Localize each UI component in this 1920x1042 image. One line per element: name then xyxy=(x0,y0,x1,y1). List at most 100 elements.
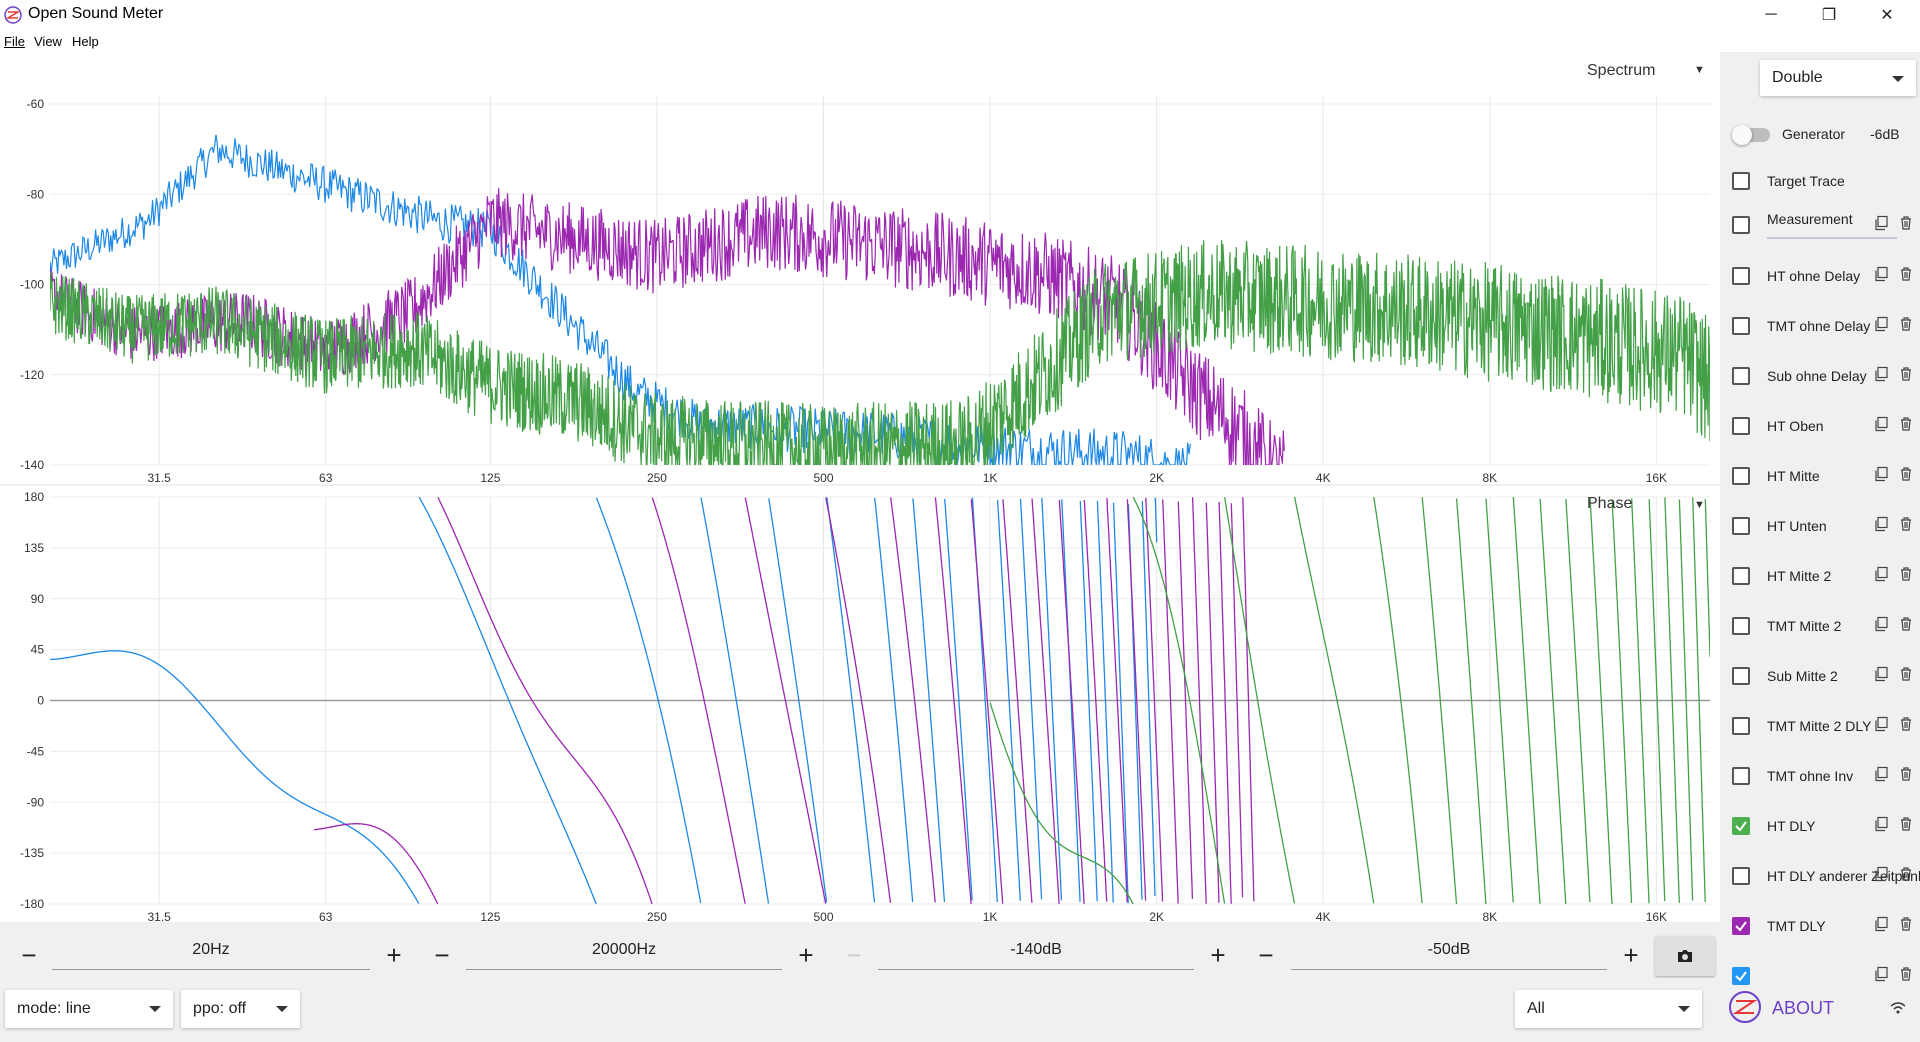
trash-icon[interactable] xyxy=(1898,466,1914,482)
measurement-checkbox[interactable] xyxy=(1732,317,1750,335)
trash-icon[interactable] xyxy=(1898,366,1914,382)
spectrum-plot-title[interactable]: Spectrum xyxy=(1587,62,1656,79)
trash-icon[interactable] xyxy=(1898,566,1914,582)
measurement-label[interactable]: Sub ohne Delay xyxy=(1767,368,1867,384)
copy-icon[interactable] xyxy=(1873,516,1889,532)
measurement-checkbox[interactable] xyxy=(1732,717,1750,735)
measurement-row[interactable]: HT DLY xyxy=(1720,808,1920,848)
level-max-field[interactable]: -50dB xyxy=(1291,936,1607,970)
phase-plot-title[interactable]: Phase xyxy=(1587,495,1633,512)
measurement-checkbox[interactable] xyxy=(1732,967,1750,985)
measurement-checkbox[interactable] xyxy=(1732,417,1750,435)
measurement-checkbox[interactable] xyxy=(1732,667,1750,685)
measurement-label[interactable]: TMT Mitte 2 xyxy=(1767,618,1842,634)
copy-icon[interactable] xyxy=(1873,916,1889,932)
measurement-row[interactable]: Sub Mitte 2 xyxy=(1720,658,1920,698)
trash-icon[interactable] xyxy=(1898,215,1914,231)
plot-canvas[interactable]: -60 -80 -100 -120 -140 180 135 90 45 0 -45 -90 -135 -… xyxy=(0,52,1720,922)
level-min-field[interactable]: -140dB xyxy=(878,936,1194,970)
level-max-increase-button[interactable]: + xyxy=(1623,939,1639,970)
measurement-label[interactable]: HT Mitte 2 xyxy=(1767,568,1832,584)
menu-help[interactable]: Help xyxy=(72,34,99,49)
measurement-checkbox[interactable] xyxy=(1732,917,1750,935)
measurement-row[interactable]: TMT ohne Delay xyxy=(1720,308,1920,348)
measurement-row[interactable]: HT Unten xyxy=(1720,508,1920,548)
trash-icon[interactable] xyxy=(1898,666,1914,682)
generator-toggle[interactable] xyxy=(1732,125,1770,145)
close-button[interactable]: ✕ xyxy=(1880,7,1894,24)
trash-icon[interactable] xyxy=(1898,966,1914,982)
measurement-checkbox[interactable] xyxy=(1732,867,1750,885)
copy-icon[interactable] xyxy=(1873,866,1889,882)
measurement-label[interactable]: HT Oben xyxy=(1767,418,1824,434)
measurement-label[interactable]: Sub Mitte 2 xyxy=(1767,668,1838,684)
measurement-label[interactable]: HT ohne Delay xyxy=(1767,268,1861,284)
measurement-checkbox[interactable] xyxy=(1732,517,1750,535)
measurement-label[interactable]: TMT Mitte 2 DLY xyxy=(1767,718,1872,734)
about-logo-icon[interactable] xyxy=(1728,990,1762,1024)
measurement-row[interactable]: TMT Mitte 2 xyxy=(1720,608,1920,648)
measurement-row[interactable]: Sub ohne Delay xyxy=(1720,358,1920,398)
menu-view[interactable]: View xyxy=(34,34,62,49)
copy-icon[interactable] xyxy=(1873,266,1889,282)
copy-icon[interactable] xyxy=(1873,416,1889,432)
freq-max-decrease-button[interactable]: − xyxy=(434,939,450,970)
copy-icon[interactable] xyxy=(1873,816,1889,832)
measurement-checkbox[interactable] xyxy=(1732,467,1750,485)
copy-icon[interactable] xyxy=(1873,466,1889,482)
measurement-checkbox[interactable] xyxy=(1732,172,1750,190)
measurement-checkbox[interactable] xyxy=(1732,567,1750,585)
copy-icon[interactable] xyxy=(1873,366,1889,382)
measurement-label[interactable]: TMT DLY xyxy=(1767,918,1826,934)
measurement-label[interactable]: HT Mitte xyxy=(1767,468,1820,484)
measurement-row[interactable]: TMT ohne Inv xyxy=(1720,758,1920,798)
copy-icon[interactable] xyxy=(1873,215,1889,231)
freq-min-increase-button[interactable]: + xyxy=(386,939,402,970)
measurement-row[interactable]: HT Mitte 2 xyxy=(1720,558,1920,598)
trash-icon[interactable] xyxy=(1898,816,1914,832)
measurement-row[interactable] xyxy=(1720,958,1920,998)
measurement-row[interactable]: TMT Mitte 2 DLY xyxy=(1720,708,1920,748)
measurement-row[interactable]: Target Trace xyxy=(1720,163,1920,203)
measurement-label[interactable]: TMT ohne Inv xyxy=(1767,768,1854,784)
measurement-label[interactable]: Measurement xyxy=(1767,211,1853,227)
measurement-row[interactable]: HT Mitte xyxy=(1720,458,1920,498)
menu-file[interactable]: File xyxy=(4,34,25,49)
freq-max-increase-button[interactable]: + xyxy=(798,939,814,970)
measurement-row[interactable]: HT ohne Delay xyxy=(1720,258,1920,298)
trash-icon[interactable] xyxy=(1898,266,1914,282)
measurement-checkbox[interactable] xyxy=(1732,817,1750,835)
level-min-decrease-button[interactable]: − xyxy=(846,939,862,970)
trash-icon[interactable] xyxy=(1898,616,1914,632)
measurement-label[interactable]: HT Unten xyxy=(1767,518,1827,534)
phase-plot-menu-caret[interactable]: ▼ xyxy=(1694,499,1705,511)
freq-max-field[interactable]: 20000Hz xyxy=(466,936,782,970)
measurement-row[interactable]: Measurement xyxy=(1720,207,1920,247)
copy-icon[interactable] xyxy=(1873,566,1889,582)
ppo-select[interactable]: ppo: off xyxy=(181,990,300,1028)
trash-icon[interactable] xyxy=(1898,316,1914,332)
copy-icon[interactable] xyxy=(1873,616,1889,632)
level-max-decrease-button[interactable]: − xyxy=(1258,939,1274,970)
copy-icon[interactable] xyxy=(1873,716,1889,732)
trace-filter-select[interactable]: All xyxy=(1515,990,1702,1028)
measurement-checkbox[interactable] xyxy=(1732,767,1750,785)
trash-icon[interactable] xyxy=(1898,916,1914,932)
trash-icon[interactable] xyxy=(1898,516,1914,532)
trash-icon[interactable] xyxy=(1898,416,1914,432)
copy-icon[interactable] xyxy=(1873,966,1889,982)
measurement-row[interactable]: HT Oben xyxy=(1720,408,1920,448)
mode-select[interactable]: mode: line xyxy=(5,990,173,1028)
spectrum-plot-menu-caret[interactable]: ▼ xyxy=(1694,64,1705,76)
about-button[interactable]: ABOUT xyxy=(1772,998,1835,1018)
copy-icon[interactable] xyxy=(1873,316,1889,332)
measurement-row[interactable]: TMT DLY xyxy=(1720,908,1920,948)
trash-icon[interactable] xyxy=(1898,716,1914,732)
copy-icon[interactable] xyxy=(1873,766,1889,782)
measurement-label[interactable]: TMT ohne Delay xyxy=(1767,318,1871,334)
freq-min-field[interactable]: 20Hz xyxy=(52,936,370,970)
measurement-row[interactable]: HT DLY anderer Zeitpunkt xyxy=(1720,858,1920,898)
minimize-button[interactable]: ─ xyxy=(1765,6,1777,23)
screenshot-button[interactable] xyxy=(1655,936,1715,976)
measurement-checkbox[interactable] xyxy=(1732,367,1750,385)
